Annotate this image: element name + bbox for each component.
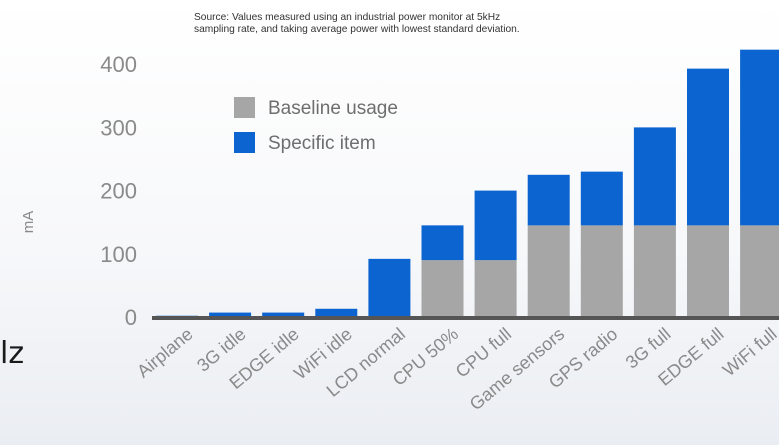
- bar-specific: [315, 308, 358, 317]
- y-axis-label: mA: [20, 211, 37, 234]
- y-tick-label: 300: [100, 115, 137, 140]
- legend-swatch: [234, 132, 255, 153]
- bar-baseline: [633, 225, 676, 317]
- y-tick-label: 400: [100, 52, 137, 77]
- y-tick-label: 200: [100, 179, 137, 204]
- y-tick-label: 100: [100, 242, 137, 267]
- bar-specific: [580, 171, 623, 226]
- y-tick-label: 0: [125, 305, 137, 330]
- bar-baseline: [687, 225, 729, 317]
- legend-label: Baseline usage: [268, 98, 398, 119]
- bar-specific: [474, 190, 517, 261]
- zero-baseline: [152, 316, 779, 320]
- bar-baseline: [580, 225, 623, 317]
- legend-label: Specific item: [268, 133, 376, 154]
- bar-baseline: [527, 225, 570, 317]
- bar-specific: [262, 312, 305, 317]
- bar-specific: [687, 68, 729, 226]
- bar-specific: [527, 174, 570, 226]
- bar-baseline: [421, 260, 464, 317]
- bar-baseline: [474, 260, 517, 317]
- source-note: Source: Values measured using an industr…: [194, 12, 520, 35]
- bar-specific: [209, 312, 252, 317]
- bar-specific: [633, 127, 676, 226]
- bar-baseline: [740, 225, 779, 317]
- partial-side-text: lz: [0, 336, 25, 371]
- bar-specific: [740, 49, 779, 226]
- bar-specific: [368, 258, 411, 317]
- x-tick-label: WiFi full: [719, 324, 779, 380]
- bar-specific: [421, 225, 464, 261]
- legend-swatch: [234, 97, 255, 118]
- x-tick-label: Airplane: [133, 324, 196, 382]
- x-tick-label: Game sensors: [466, 324, 569, 415]
